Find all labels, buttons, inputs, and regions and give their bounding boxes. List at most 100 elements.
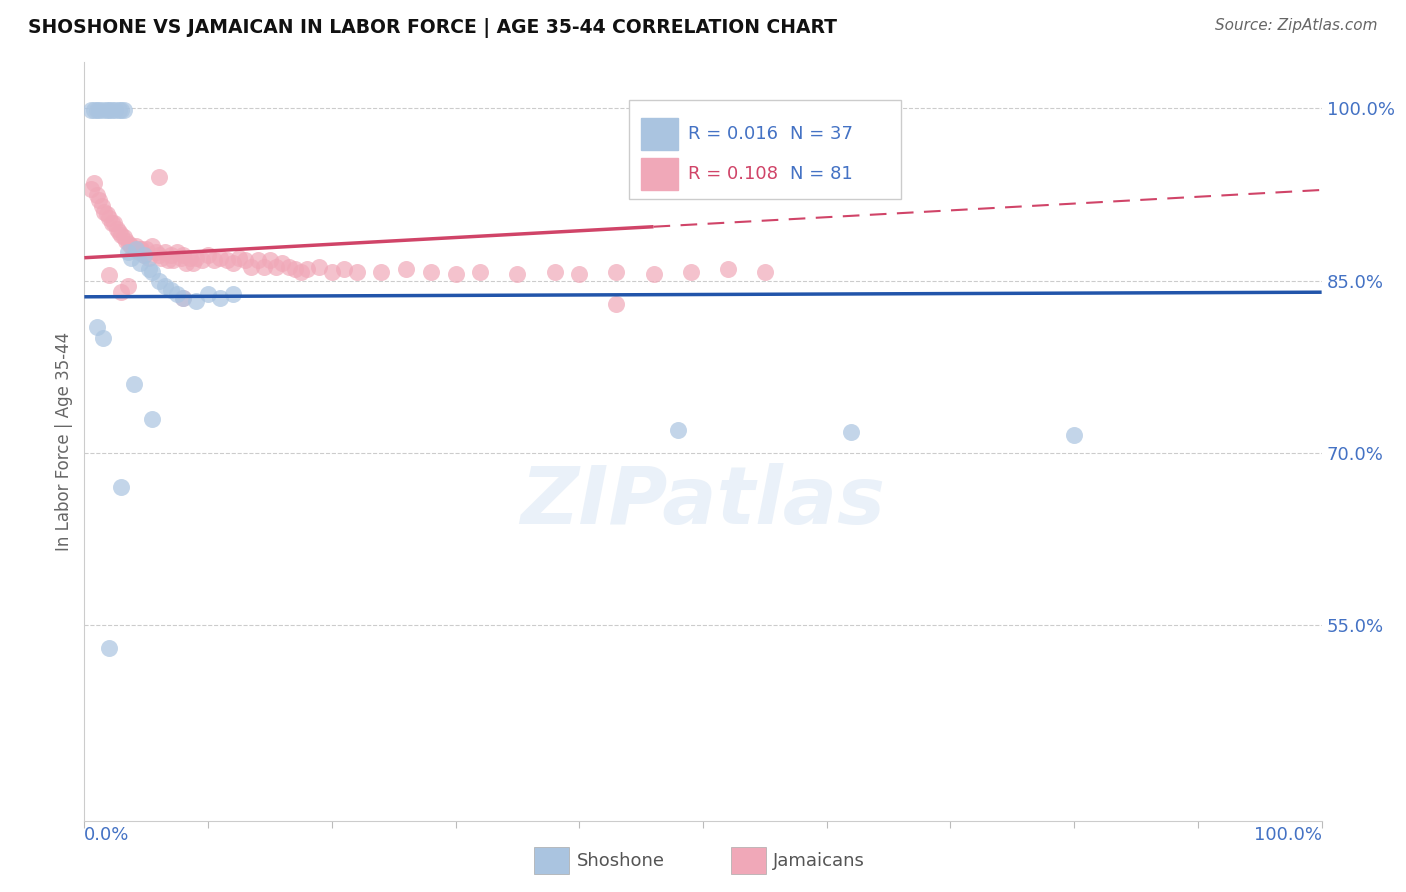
Point (141, 239, 163, 253)
Point (470, 264, 492, 278)
Point (841, 425, 863, 440)
Point (172, 248, 194, 262)
Point (333, 262, 356, 277)
Point (98, 211, 121, 225)
Point (138, 251, 160, 265)
Point (103, 216, 125, 230)
Point (120, 239, 142, 253)
Point (132, 248, 155, 262)
Point (148, 274, 170, 288)
Point (122, 242, 145, 256)
Point (98, 268, 121, 282)
Point (543, 264, 565, 278)
Point (277, 260, 299, 274)
Point (191, 253, 214, 268)
Point (122, 377, 145, 392)
Point (605, 264, 627, 278)
Point (166, 287, 188, 301)
Point (79, 182, 101, 196)
Point (98, 103, 121, 117)
FancyBboxPatch shape (628, 101, 901, 199)
Point (79, 103, 101, 117)
Point (222, 256, 245, 270)
Point (643, 267, 665, 281)
Point (170, 251, 193, 265)
Point (172, 291, 194, 305)
Point (209, 251, 232, 265)
Point (118, 236, 141, 251)
Point (253, 260, 276, 274)
Point (259, 253, 281, 268)
Point (346, 264, 368, 278)
Point (160, 283, 183, 297)
Point (115, 234, 138, 248)
Point (108, 103, 131, 117)
Point (141, 264, 163, 278)
Point (172, 291, 194, 305)
Point (83, 103, 105, 117)
Point (112, 230, 135, 244)
Point (174, 256, 197, 270)
Point (197, 287, 219, 301)
Point (308, 260, 330, 274)
Point (90, 199, 112, 213)
Y-axis label: In Labor Force | Age 35-44: In Labor Force | Age 35-44 (55, 332, 73, 551)
Point (148, 170, 170, 185)
Point (110, 285, 132, 300)
Point (679, 264, 702, 278)
Text: N = 37: N = 37 (790, 125, 852, 143)
Point (162, 253, 184, 268)
Point (754, 264, 776, 278)
Point (125, 239, 148, 253)
Point (125, 242, 148, 256)
Point (141, 411, 163, 425)
Point (271, 256, 294, 270)
Point (86, 319, 108, 334)
Point (105, 222, 128, 236)
Point (181, 256, 204, 270)
Point (605, 296, 627, 310)
Point (117, 279, 139, 293)
Point (86, 187, 108, 202)
Point (240, 260, 263, 274)
Point (104, 103, 127, 117)
Text: Shoshone: Shoshone (576, 852, 665, 870)
Point (110, 481, 132, 495)
Point (98, 641, 121, 656)
Text: N = 81: N = 81 (790, 165, 852, 183)
Point (138, 262, 160, 277)
Point (100, 103, 122, 117)
Point (209, 291, 232, 305)
Point (128, 245, 150, 260)
Point (148, 248, 170, 262)
Point (666, 423, 689, 437)
Point (86, 103, 108, 117)
Point (321, 264, 343, 278)
Point (112, 103, 135, 117)
Point (110, 103, 132, 117)
Point (89, 103, 111, 117)
Text: ZIPatlas: ZIPatlas (520, 463, 886, 541)
Point (91, 331, 114, 345)
Point (145, 245, 167, 260)
Text: R = 0.108: R = 0.108 (688, 165, 778, 183)
Point (135, 242, 157, 256)
Point (395, 262, 418, 277)
Point (370, 264, 392, 278)
Point (110, 227, 132, 242)
Text: SHOSHONE VS JAMAICAN IN LABOR FORCE | AGE 35-44 CORRELATION CHART: SHOSHONE VS JAMAICAN IN LABOR FORCE | AG… (28, 18, 837, 37)
Point (284, 262, 307, 277)
Point (264, 260, 287, 274)
Point (568, 267, 591, 281)
Point (197, 248, 219, 262)
Point (1063, 427, 1085, 442)
Point (160, 248, 183, 262)
Point (157, 253, 180, 268)
Point (129, 242, 152, 256)
Point (228, 251, 250, 265)
Point (215, 253, 238, 268)
Point (150, 251, 173, 265)
Point (506, 267, 529, 281)
Point (153, 245, 176, 260)
Point (419, 264, 441, 278)
